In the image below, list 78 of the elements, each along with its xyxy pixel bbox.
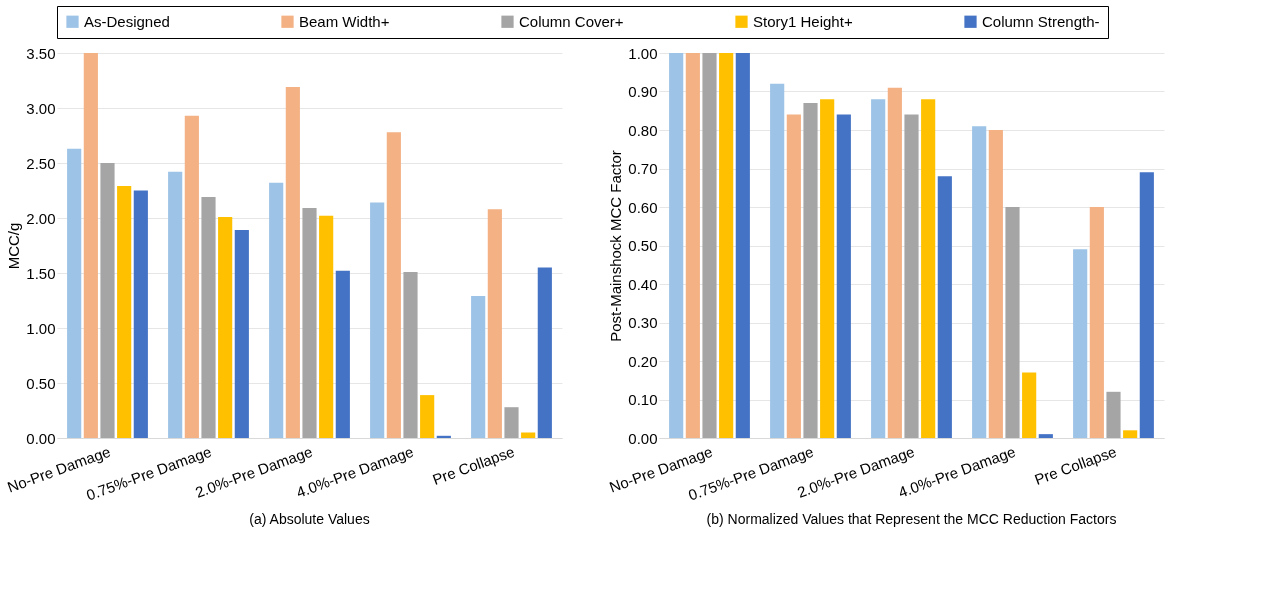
text: (a) Absolute Values — [249, 511, 370, 528]
bar — [719, 53, 734, 438]
bar — [820, 99, 835, 438]
legend-label: As-Designed — [84, 12, 170, 30]
bar — [521, 432, 536, 438]
bar — [487, 209, 502, 438]
y-tick-label: 0.70 — [628, 160, 658, 177]
y-tick-label: 1.00 — [628, 44, 658, 62]
bar — [887, 87, 902, 438]
bar — [1089, 207, 1104, 438]
bar — [285, 87, 300, 438]
bar — [1038, 434, 1053, 438]
y-tick-label: 0.00 — [26, 429, 56, 447]
bar — [803, 103, 818, 438]
bar — [770, 83, 785, 438]
y-tick-label: 0.30 — [628, 314, 658, 331]
y-tick-label: 0.10 — [628, 391, 658, 408]
bar — [319, 215, 334, 438]
bar — [1073, 249, 1088, 438]
bar — [386, 132, 401, 438]
y-tick-label: 0.40 — [628, 275, 658, 293]
bar — [218, 216, 233, 438]
bar — [335, 270, 350, 438]
bar — [403, 271, 418, 438]
bar — [937, 176, 952, 438]
bar — [370, 202, 385, 438]
legend-label: Column Cover+ — [519, 12, 624, 30]
y-tick-label: 0.50 — [628, 237, 658, 254]
bar — [786, 114, 801, 438]
bar — [201, 197, 216, 438]
bar — [836, 114, 851, 438]
bar — [168, 171, 183, 438]
bar — [133, 190, 148, 438]
legend-label: Beam Width+ — [299, 12, 390, 30]
bar — [702, 53, 717, 438]
bar — [117, 186, 132, 438]
bar — [871, 99, 886, 438]
bar — [504, 407, 519, 438]
y-tick-label: 3.00 — [26, 99, 56, 117]
bar — [471, 296, 486, 438]
bar — [921, 99, 936, 438]
bar — [972, 126, 987, 438]
y-axis-title: Post-Mainshock MCC Factor — [607, 150, 625, 342]
bar — [1106, 391, 1121, 438]
bar — [83, 53, 98, 438]
bar — [436, 435, 451, 438]
bar — [988, 130, 1003, 438]
bar — [537, 267, 552, 438]
y-tick-label: 1.50 — [26, 264, 56, 282]
bar — [1123, 430, 1138, 438]
bar — [184, 115, 199, 438]
y-tick-label: 2.50 — [26, 154, 56, 172]
y-tick-label: 1.00 — [26, 319, 56, 337]
bar — [234, 230, 249, 438]
legend-label: Column Strength- — [982, 12, 1100, 30]
y-tick-label: 0.50 — [26, 374, 56, 392]
bar — [100, 163, 115, 438]
y-axis-title: MCC/g — [5, 222, 23, 270]
y-tick-label: 0.90 — [628, 83, 658, 100]
y-tick-label: 2.00 — [26, 209, 56, 227]
y-tick-label: 3.50 — [26, 44, 56, 62]
bar — [735, 53, 750, 438]
bar — [269, 182, 284, 438]
y-tick-label: 0.20 — [628, 352, 658, 370]
y-tick-label: 0.60 — [628, 198, 658, 216]
bar — [1139, 172, 1154, 438]
y-tick-label: 0.80 — [628, 121, 658, 139]
bar — [67, 148, 82, 438]
bar — [1005, 207, 1020, 438]
y-tick-label: 0.00 — [628, 429, 658, 447]
legend-label: Story1 Height+ — [753, 12, 853, 30]
bar — [669, 53, 684, 438]
bar — [1022, 372, 1037, 438]
bar — [302, 208, 317, 438]
bar — [685, 53, 700, 438]
bar — [904, 114, 919, 438]
text: (b) Normalized Values that Represent the MCC Reduction Factors — [706, 511, 1117, 528]
bar — [420, 395, 435, 438]
